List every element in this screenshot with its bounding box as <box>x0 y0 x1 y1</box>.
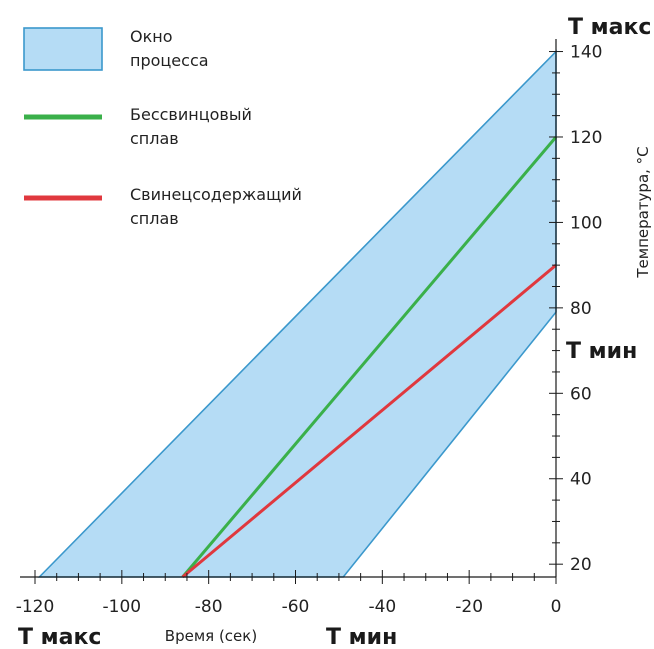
x-tick-label: -20 <box>455 597 483 617</box>
y-tick-label: 60 <box>570 384 592 404</box>
legend: Окно процесса Бессвинцовый сплав Свинецс… <box>23 27 302 228</box>
y-tick-label: 80 <box>570 299 592 319</box>
legend-label-lead-free-line1: Бессвинцовый <box>130 105 252 124</box>
axis-ticks <box>34 51 563 584</box>
x-axis-label: Время (сек) <box>165 627 257 645</box>
y-max-annotation: T макс <box>568 15 651 40</box>
series-line-lead-free <box>181 136 558 578</box>
y-tick-label: 100 <box>570 213 602 233</box>
y-tick-labels: 20 40 60 80 100 120 140 <box>570 43 602 576</box>
series-line-leaded <box>181 263 557 579</box>
legend-label-lead-free-line2: сплав <box>130 129 179 148</box>
x-tick-label: -80 <box>195 597 223 617</box>
legend-swatch-region <box>23 27 103 71</box>
process-window-region <box>37 49 557 578</box>
y-tick-label: 40 <box>570 470 592 490</box>
x-tick-label: -40 <box>368 597 396 617</box>
y-axis-label: Температура, °C <box>634 146 652 278</box>
x-tick-label: -60 <box>282 597 310 617</box>
x-tick-label: -100 <box>103 597 142 617</box>
x-max-annotation: T макс <box>18 625 101 649</box>
x-tick-labels: -120 -100 -80 -60 -40 -20 0 <box>16 597 562 617</box>
x-tick-label: -120 <box>16 597 55 617</box>
legend-label-leaded-line1: Свинецсодержащий <box>130 185 302 204</box>
y-tick-label: 20 <box>570 555 592 575</box>
y-min-annotation: T мин <box>566 339 637 364</box>
x-tick-label: 0 <box>551 597 562 617</box>
y-tick-label: 140 <box>570 43 602 63</box>
legend-label-leaded-line2: сплав <box>130 209 179 228</box>
legend-label-region-line2: процесса <box>130 51 209 70</box>
y-tick-label: 120 <box>570 128 602 148</box>
x-min-annotation: T мин <box>326 625 397 649</box>
legend-label-region-line1: Окно <box>130 27 173 46</box>
